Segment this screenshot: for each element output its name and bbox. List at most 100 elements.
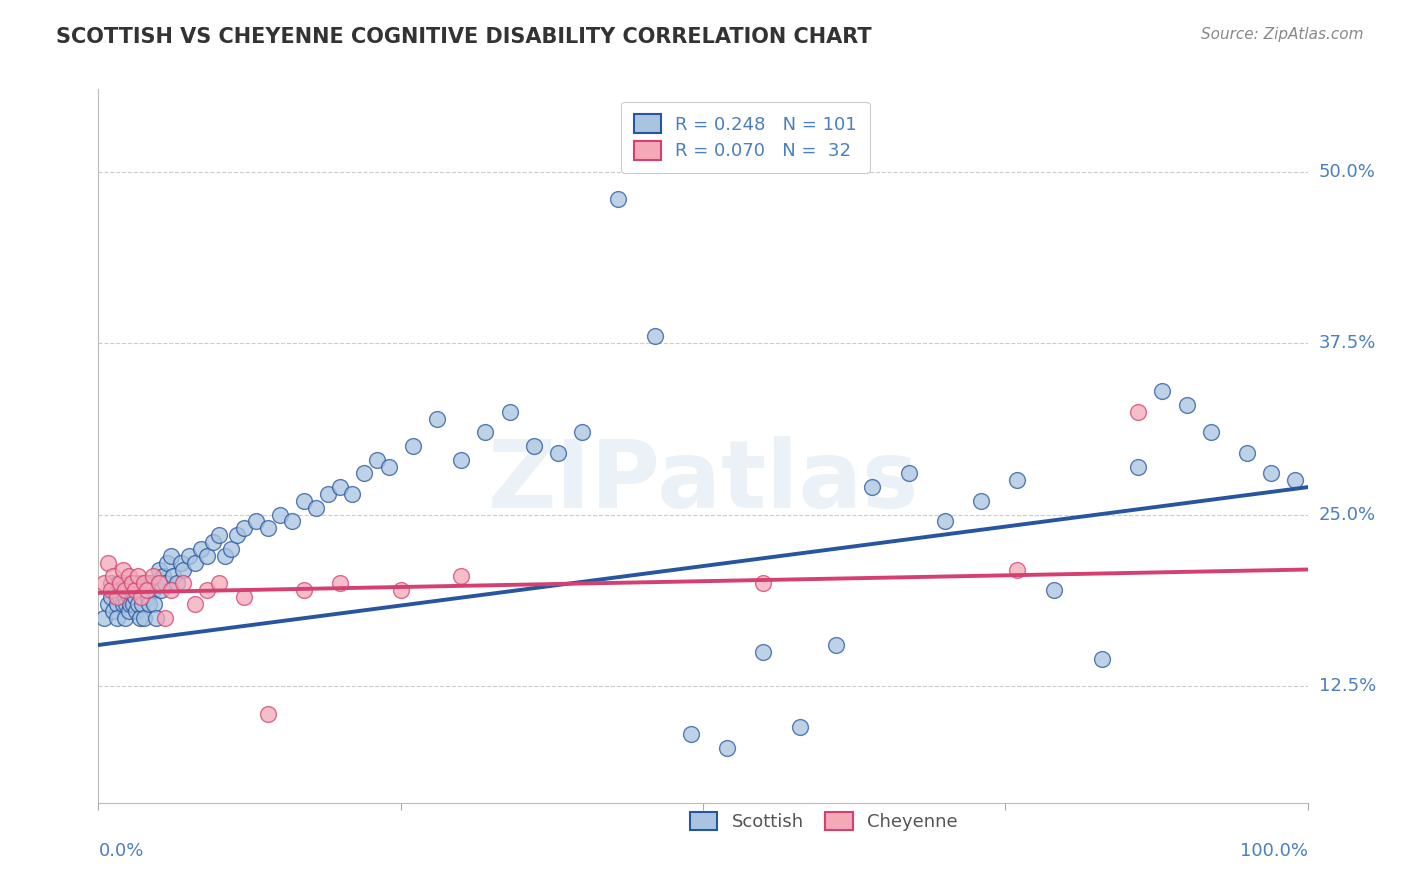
Point (269, 508, 291, 522)
Point (100, 583, 122, 598)
Point (1128, 459, 1150, 474)
Point (752, 576, 775, 591)
Point (226, 528, 249, 542)
Point (166, 576, 188, 591)
Point (221, 541, 243, 556)
Text: 12.5%: 12.5% (1319, 677, 1376, 695)
Point (132, 583, 155, 598)
Point (118, 604, 141, 618)
Point (366, 452, 388, 467)
Point (195, 549, 218, 563)
Point (353, 467, 375, 481)
Point (127, 597, 149, 611)
Point (139, 576, 162, 591)
Point (105, 610, 128, 624)
Point (97, 556, 120, 570)
Point (571, 425, 593, 440)
Point (105, 590, 128, 604)
Point (121, 576, 143, 591)
Point (156, 556, 179, 570)
Point (402, 439, 425, 453)
Point (245, 515, 267, 529)
Point (148, 562, 170, 576)
Point (134, 576, 156, 591)
Point (138, 597, 160, 611)
Text: Source: ZipAtlas.com: Source: ZipAtlas.com (1201, 27, 1364, 42)
Point (114, 590, 136, 604)
Point (281, 515, 304, 529)
Point (208, 576, 231, 591)
Point (135, 576, 157, 591)
Point (134, 610, 156, 624)
Text: 50.0%: 50.0% (1319, 162, 1375, 180)
Point (93, 610, 115, 624)
Point (389, 583, 412, 598)
Point (105, 597, 128, 611)
Point (1236, 446, 1258, 460)
Point (153, 576, 176, 591)
Point (107, 576, 129, 591)
Point (153, 610, 176, 624)
Point (143, 597, 166, 611)
Point (131, 597, 153, 611)
Point (160, 549, 183, 563)
Point (118, 569, 141, 583)
Point (124, 576, 146, 591)
Legend: Scottish, Cheyenne: Scottish, Cheyenne (681, 803, 967, 840)
Point (111, 562, 134, 576)
Point (100, 576, 122, 591)
Point (1007, 473, 1029, 487)
Point (292, 494, 315, 508)
Point (190, 541, 212, 556)
Point (162, 569, 184, 583)
Point (128, 610, 150, 624)
Point (1007, 562, 1029, 576)
Point (498, 405, 520, 419)
Point (292, 583, 315, 598)
Point (329, 576, 352, 591)
Point (1091, 651, 1114, 665)
Point (136, 590, 159, 604)
Point (108, 576, 131, 591)
Point (1284, 473, 1306, 487)
Point (127, 583, 149, 598)
Point (129, 576, 152, 591)
Point (1042, 583, 1064, 598)
Point (1152, 384, 1174, 398)
Point (93, 576, 115, 591)
Point (644, 329, 666, 343)
Point (195, 583, 218, 598)
Point (1128, 405, 1150, 419)
Point (114, 583, 136, 598)
Point (112, 576, 135, 591)
Point (214, 549, 236, 563)
Point (118, 597, 141, 611)
Point (897, 467, 920, 481)
Point (208, 528, 231, 542)
Point (111, 597, 134, 611)
Point (1175, 398, 1198, 412)
Point (523, 439, 546, 453)
Point (607, 192, 630, 206)
Point (232, 521, 254, 535)
Point (121, 583, 143, 598)
Point (716, 740, 738, 755)
Point (679, 727, 702, 741)
Point (184, 556, 207, 570)
Point (108, 590, 131, 604)
Text: 25.0%: 25.0% (1319, 506, 1376, 524)
Point (970, 494, 993, 508)
Point (305, 500, 328, 515)
Point (103, 583, 125, 598)
Point (179, 549, 201, 563)
Point (135, 583, 157, 598)
Point (860, 480, 883, 494)
Point (316, 487, 339, 501)
Point (142, 583, 165, 598)
Text: 37.5%: 37.5% (1319, 334, 1376, 352)
Point (172, 562, 194, 576)
Point (100, 590, 122, 604)
Point (789, 720, 811, 734)
Point (111, 583, 134, 598)
Point (232, 590, 254, 604)
